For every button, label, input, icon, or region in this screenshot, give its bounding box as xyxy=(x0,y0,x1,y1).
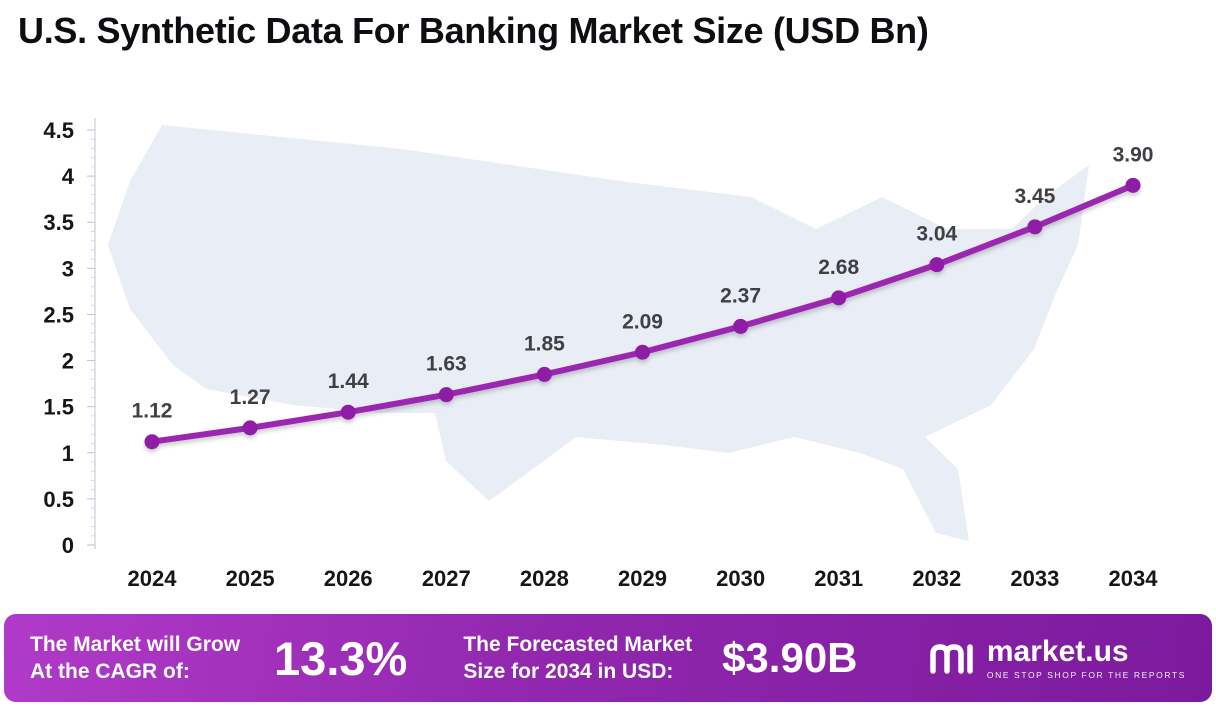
footer-banner: The Market will Grow At the CAGR of: 13.… xyxy=(4,614,1212,702)
forecast-label: The Forecasted Market Size for 2034 in U… xyxy=(463,631,692,686)
svg-text:2033: 2033 xyxy=(1010,566,1059,591)
cagr-label: The Market will Grow At the CAGR of: xyxy=(30,631,240,686)
series-layer: 1.12 1.27 1.44 1.63 1.85 2.09 2.37 2.68 3.04 3.45… xyxy=(132,143,1154,450)
forecast-label-line2: Size for 2034 in USD: xyxy=(463,660,674,683)
svg-text:3.45: 3.45 xyxy=(1014,185,1055,208)
chart-canvas: 0 0.5 1 1.5 2 2.5 3 3.5 4 4.5 2024 2025 2026 2027 2028… xyxy=(43,118,1158,591)
svg-text:2032: 2032 xyxy=(912,566,961,591)
svg-text:3: 3 xyxy=(62,256,74,281)
marketus-logo-icon xyxy=(930,644,973,674)
svg-text:1.12: 1.12 xyxy=(132,400,173,423)
svg-text:1.27: 1.27 xyxy=(230,386,271,409)
svg-text:2024: 2024 xyxy=(128,566,178,591)
cagr-label-line1: The Market will Grow xyxy=(30,632,241,656)
cagr-label-line2: At the CAGR of: xyxy=(30,660,190,683)
brand-name: market.us xyxy=(986,634,1129,668)
svg-text:0.5: 0.5 xyxy=(43,487,74,512)
brand-text: market.us ONE STOP SHOP FOR THE REPORTS xyxy=(987,636,1186,681)
svg-text:2.5: 2.5 xyxy=(43,302,74,327)
svg-text:3.04: 3.04 xyxy=(916,223,957,246)
svg-text:2034: 2034 xyxy=(1109,566,1159,591)
svg-text:1.5: 1.5 xyxy=(43,395,74,420)
svg-text:0: 0 xyxy=(62,533,74,558)
svg-text:1.44: 1.44 xyxy=(328,370,369,393)
page-title: U.S. Synthetic Data For Banking Market S… xyxy=(18,10,929,51)
axis-layer: 0 0.5 1 1.5 2 2.5 3 3.5 4 4.5 2024 2025 2026 2027 2028… xyxy=(43,118,1158,591)
svg-text:2029: 2029 xyxy=(618,566,667,591)
svg-text:1.85: 1.85 xyxy=(524,332,565,355)
svg-text:4: 4 xyxy=(62,164,75,189)
forecast-label-line1: The Forecasted Market xyxy=(463,632,693,656)
cagr-value: 13.3% xyxy=(274,631,408,685)
svg-text:3.90: 3.90 xyxy=(1113,143,1154,166)
us-map-background-icon xyxy=(108,125,1089,541)
svg-text:2026: 2026 xyxy=(324,566,373,591)
brand-tagline: ONE STOP SHOP FOR THE REPORTS xyxy=(986,670,1186,681)
svg-text:2027: 2027 xyxy=(422,566,471,591)
svg-text:2: 2 xyxy=(62,349,74,374)
svg-text:4.5: 4.5 xyxy=(43,118,74,143)
svg-text:2028: 2028 xyxy=(520,566,569,591)
svg-text:3.5: 3.5 xyxy=(43,210,74,235)
forecast-value: $3.90B xyxy=(722,634,858,681)
svg-text:2.68: 2.68 xyxy=(818,256,859,279)
svg-text:2.37: 2.37 xyxy=(720,284,761,307)
svg-text:1.63: 1.63 xyxy=(426,353,467,376)
svg-text:2031: 2031 xyxy=(814,566,863,591)
svg-text:2030: 2030 xyxy=(716,566,765,591)
svg-text:2025: 2025 xyxy=(226,566,275,591)
brand-block: market.us ONE STOP SHOP FOR THE REPORTS xyxy=(929,636,1186,681)
svg-text:2.09: 2.09 xyxy=(622,310,663,333)
chart-area: U.S. Synthetic Data For Banking Market S… xyxy=(18,10,1159,591)
svg-text:1: 1 xyxy=(62,441,74,466)
